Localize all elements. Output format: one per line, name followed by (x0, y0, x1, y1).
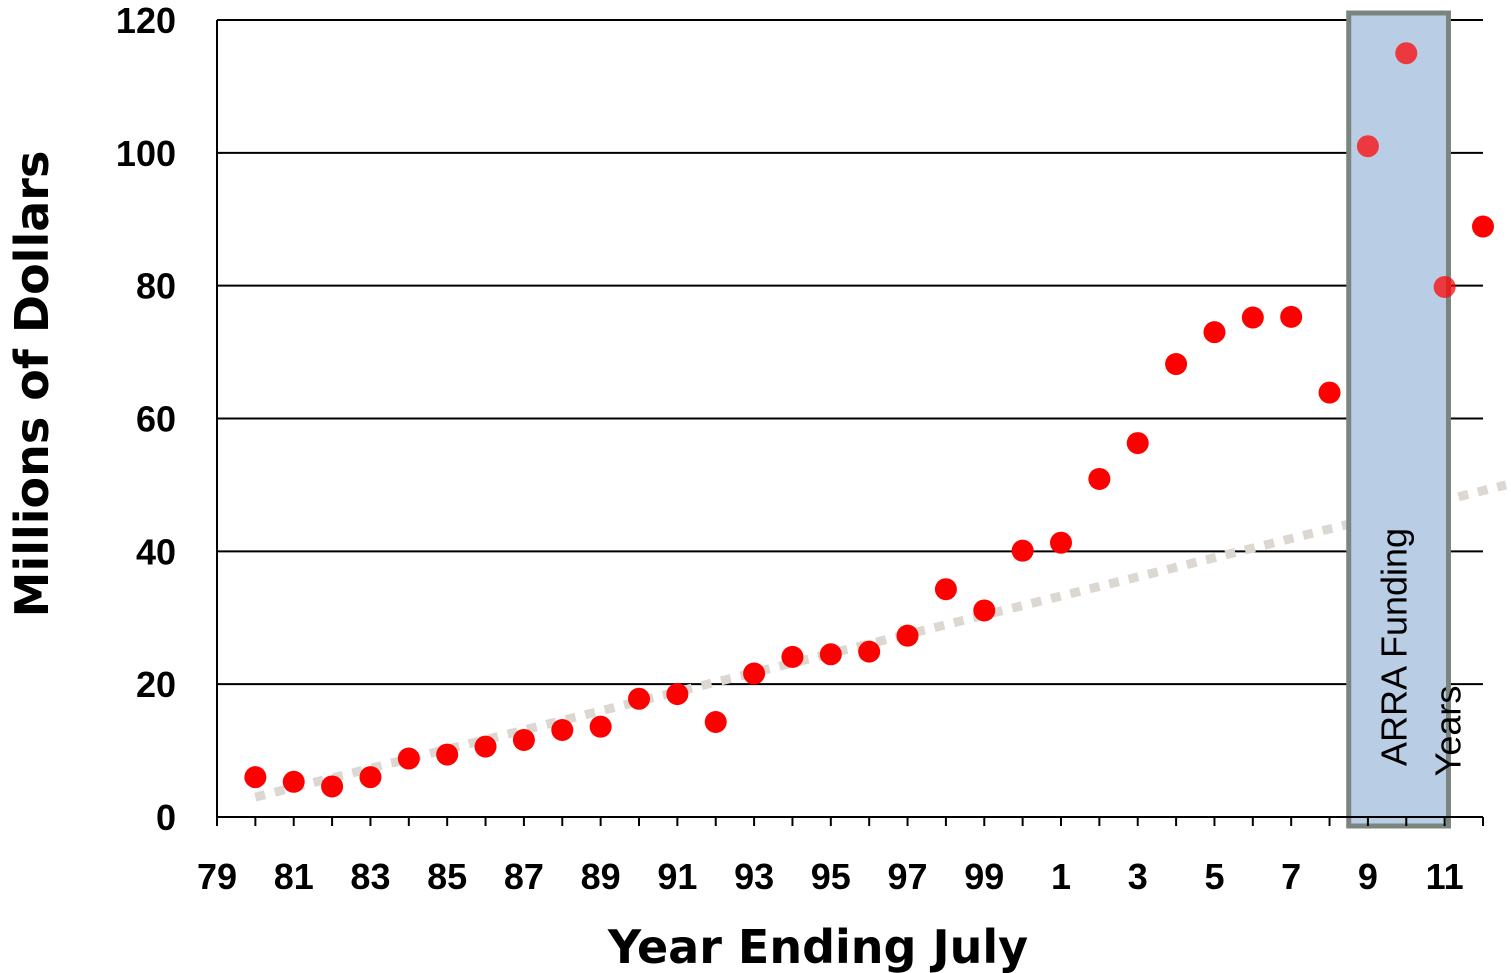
data-point-2005 (1203, 321, 1226, 344)
trendline-segment (254, 480, 1508, 802)
data-point-1985 (436, 743, 459, 766)
arra-label-line1: ARRA Funding (1374, 528, 1415, 766)
x-tick-label-7: 7 (1281, 856, 1301, 897)
data-point-1997 (896, 624, 919, 647)
data-point-1998 (934, 578, 957, 601)
axes (216, 20, 1484, 826)
x-tick-label-5: 5 (1204, 856, 1224, 897)
x-tick-label-81: 81 (274, 856, 314, 897)
data-point-2006 (1241, 306, 1264, 329)
data-point-2009 (1356, 135, 1379, 158)
y-tick-label-80: 80 (136, 266, 176, 307)
x-tick-label-79: 79 (197, 856, 237, 897)
y-axis-title: Millions of Dollars (5, 151, 59, 618)
data-points (244, 42, 1494, 798)
data-point-2008 (1318, 381, 1341, 404)
data-point-2010 (1395, 42, 1418, 65)
gridlines (217, 19, 1483, 686)
x-tick-label-83: 83 (350, 856, 390, 897)
data-point-2004 (1165, 353, 1188, 376)
data-point-2003 (1126, 432, 1149, 455)
data-point-1999 (973, 599, 996, 622)
data-point-1992 (704, 711, 727, 734)
data-point-2002 (1088, 467, 1111, 490)
x-tick-label-95: 95 (811, 856, 851, 897)
x-tick-label-11: 11 (1426, 856, 1464, 897)
x-tick-label-93: 93 (734, 856, 774, 897)
data-point-1996 (858, 640, 881, 663)
y-tick-label-20: 20 (136, 664, 176, 705)
x-tick-label-9: 9 (1358, 856, 1378, 897)
data-point-1988 (551, 718, 574, 741)
data-point-1994 (781, 645, 804, 668)
x-axis-title: Year Ending July (607, 920, 1028, 973)
data-point-1984 (397, 747, 420, 770)
x-tick-labels: 79 81 83 85 87 89 91 93 95 97 99 1 3 5 7 9 11 (197, 856, 1464, 897)
y-tick-label-60: 60 (136, 399, 176, 440)
data-point-2011 (1433, 275, 1456, 298)
data-point-1980 (244, 766, 267, 789)
arra-funding-region: ARRA Funding Years (1346, 10, 1469, 829)
data-point-1993 (743, 662, 766, 685)
x-tick-label-91: 91 (657, 856, 697, 897)
y-tick-label-0: 0 (156, 797, 176, 838)
x-tick-label-3: 3 (1128, 856, 1148, 897)
x-tick-label-97: 97 (888, 856, 928, 897)
data-point-1989 (589, 715, 612, 738)
data-point-1990 (628, 687, 650, 710)
data-point-1983 (359, 766, 382, 789)
x-tick-label-85: 85 (427, 856, 467, 897)
y-tick-label-40: 40 (136, 531, 176, 572)
data-point-2012 (1472, 215, 1494, 238)
data-point-1995 (819, 643, 842, 666)
data-point-1986 (474, 735, 497, 758)
data-point-2000 (1011, 539, 1034, 562)
x-tick-label-87: 87 (504, 856, 544, 897)
data-point-2001 (1050, 531, 1072, 554)
data-point-1987 (512, 728, 535, 751)
data-point-2007 (1280, 305, 1303, 328)
x-tick-label-1: 1 (1051, 856, 1071, 897)
trendline (254, 480, 1508, 802)
x-tick-label-89: 89 (581, 856, 621, 897)
data-point-1982 (321, 775, 344, 798)
y-tick-label-120: 120 (116, 0, 176, 41)
data-point-1981 (282, 770, 305, 793)
data-point-1991 (666, 683, 689, 706)
y-tick-label-100: 100 (116, 133, 176, 174)
y-tick-labels: 0 20 40 60 80 100 120 (116, 0, 176, 838)
arra-label-line2: Years (1428, 686, 1469, 777)
x-tick-label-99: 99 (964, 856, 1004, 897)
